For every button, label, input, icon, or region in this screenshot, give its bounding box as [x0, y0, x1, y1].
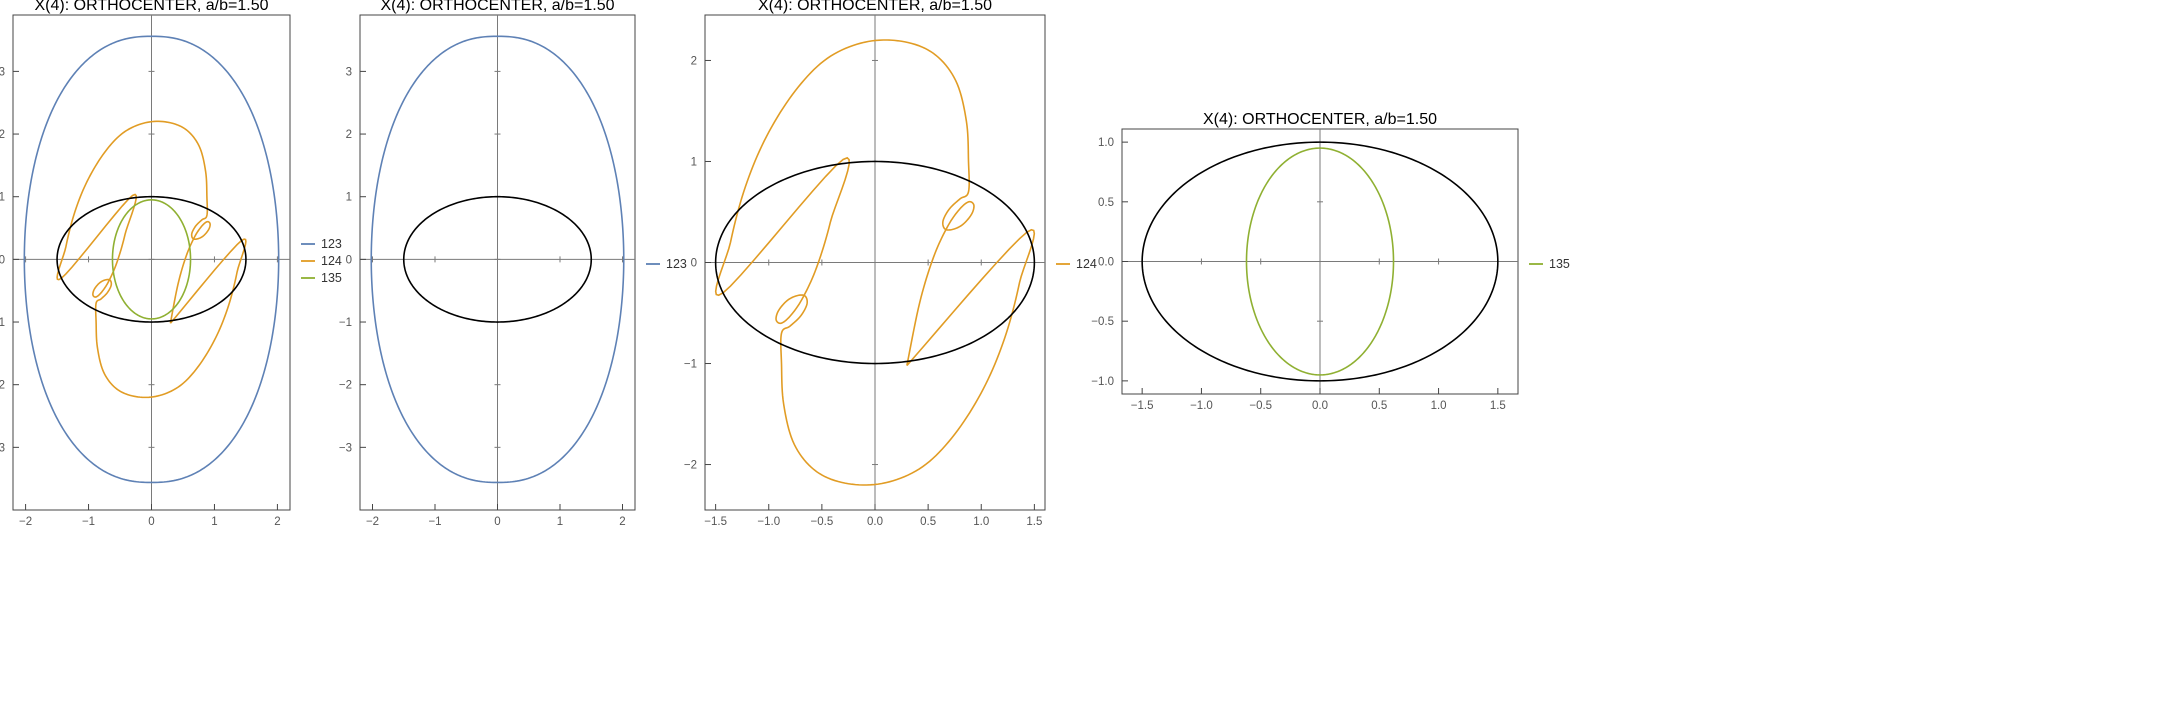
x-tick-label: −0.5: [811, 516, 834, 528]
y-tick-label: −2: [339, 380, 352, 392]
y-tick-label: −2: [0, 380, 5, 392]
legend: 124: [1056, 257, 1097, 271]
y-tick-label: 2: [0, 129, 5, 141]
x-tick-label: 1.5: [1026, 516, 1042, 528]
x-tick-label: −0.5: [1249, 400, 1272, 412]
y-tick-label: −0.5: [1091, 316, 1114, 328]
y-tick-label: −2: [684, 460, 697, 472]
x-tick-label: 0.0: [1312, 400, 1328, 412]
chart-title: X(4): ORTHOCENTER, a/b=1.50: [381, 0, 615, 14]
y-tick-label: 1.0: [1098, 137, 1114, 149]
series-123-curve: [370, 35, 625, 484]
y-tick-label: 0: [691, 258, 697, 270]
x-tick-label: −2: [366, 516, 379, 528]
chart-panel-4: X(4): ORTHOCENTER, a/b=1.50 −1.5 −1.0 −0.5 0…: [1091, 111, 1570, 412]
y-tick-label: 1: [346, 192, 352, 204]
x-tick-label: 1.5: [1490, 400, 1506, 412]
legend-label-124: 124: [321, 254, 342, 268]
x-tick-label: 0: [148, 516, 154, 528]
y-tick-label: −1: [0, 317, 5, 329]
x-tick-label: 0: [494, 516, 500, 528]
series-123-curve: [23, 35, 280, 484]
y-tick-label: −3: [0, 442, 5, 454]
x-tick-label: 0.5: [1371, 400, 1387, 412]
legend-label-135: 135: [321, 271, 342, 285]
x-tick-label: 0.0: [867, 516, 883, 528]
y-tick-label: 0.5: [1098, 197, 1114, 209]
chart-title: X(4): ORTHOCENTER, a/b=1.50: [1203, 111, 1437, 128]
reference-ellipse: [56, 195, 247, 323]
y-tick-label: 3: [346, 66, 352, 78]
y-tick-label: 2: [346, 129, 352, 141]
plot-area: [370, 35, 625, 484]
x-tick-label: −1.5: [704, 516, 727, 528]
plot-area: [1141, 141, 1499, 382]
y-tick-label: 0: [0, 254, 5, 266]
legend-label-124: 124: [1076, 257, 1097, 271]
legend: 123: [646, 257, 687, 271]
x-tick-label: 1: [211, 516, 217, 528]
y-tick-label: −1: [339, 317, 352, 329]
x-tick-label: −1.5: [1131, 400, 1154, 412]
y-tick-label: 0: [346, 254, 352, 266]
y-tick-label: 2: [691, 55, 697, 67]
y-tick-label: 1: [0, 192, 5, 204]
legend: 135: [1529, 257, 1570, 271]
chart-panel-3: X(4): ORTHOCENTER, a/b=1.50 −1.5 −1.0 −0.5 0…: [684, 0, 1097, 528]
reference-ellipse: [1141, 141, 1499, 382]
series-124-curve: [56, 120, 247, 399]
x-tick-label: −1.0: [1190, 400, 1213, 412]
legend-label-123: 123: [666, 257, 687, 271]
reference-ellipse: [402, 195, 593, 323]
series-124-curve: [714, 39, 1036, 486]
y-tick-label: −3: [339, 442, 352, 454]
chart-title: X(4): ORTHOCENTER, a/b=1.50: [35, 0, 269, 14]
x-tick-label: 2: [274, 516, 280, 528]
x-tick-label: −2: [19, 516, 32, 528]
x-tick-label: 0.5: [920, 516, 936, 528]
x-tick-label: 1: [557, 516, 563, 528]
series-135-curve: [111, 199, 192, 320]
x-tick-label: −1: [428, 516, 441, 528]
x-tick-label: 1.0: [973, 516, 989, 528]
y-tick-label: −1.0: [1091, 376, 1114, 388]
y-tick-label: −1: [684, 359, 697, 371]
x-tick-label: −1.0: [757, 516, 780, 528]
x-tick-label: 2: [619, 516, 625, 528]
x-tick-label: −1: [82, 516, 95, 528]
chart-panel-1: X(4): ORTHOCENTER, a/b=1.50 −2 −1 0 1 2 −3 −2 −1…: [0, 0, 342, 528]
chart-title: X(4): ORTHOCENTER, a/b=1.50: [758, 0, 992, 14]
reference-ellipse: [714, 160, 1036, 365]
plot-area: [714, 39, 1036, 486]
y-tick-label: 3: [0, 66, 5, 78]
x-tick-label: 1.0: [1431, 400, 1447, 412]
chart-panel-2: X(4): ORTHOCENTER, a/b=1.50 −2 −1 0 1 2 −3 −2 −1…: [339, 0, 687, 528]
legend: 123 124 135: [301, 237, 342, 285]
legend-label-123: 123: [321, 237, 342, 251]
plot-area: [23, 35, 280, 484]
series-135-curve: [1245, 147, 1395, 376]
legend-label-135: 135: [1549, 257, 1570, 271]
y-tick-label: 1: [691, 156, 697, 168]
y-tick-label: 0.0: [1098, 257, 1114, 269]
